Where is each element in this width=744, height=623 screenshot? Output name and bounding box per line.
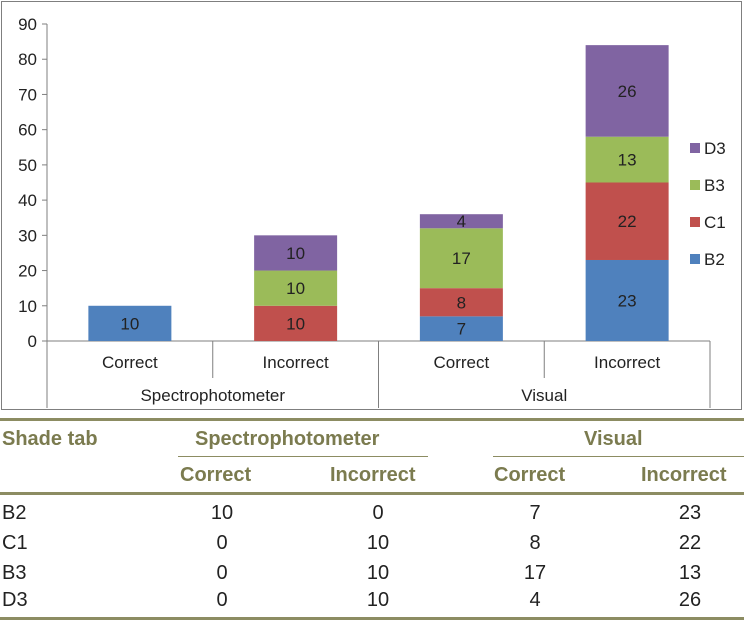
data-label: 10 [286,279,305,298]
data-label: 17 [452,249,471,268]
y-tick-label: 80 [18,50,37,69]
header-shade-tab: Shade tab [2,428,98,450]
legend-swatch-c1 [690,217,700,227]
bar-segment-b2 [585,259,669,341]
bar-segment-c1 [585,182,669,260]
legend-label: B3 [704,176,725,195]
data-label: 4 [457,212,466,231]
row-shade-label: B2 [2,502,27,524]
y-tick-label: 20 [18,262,37,281]
y-tick-label: 90 [18,15,37,34]
data-label: 10 [286,244,305,263]
table-header-rule [0,492,744,495]
y-tick-label: 40 [18,191,37,210]
bar-segment-b3 [419,228,503,289]
header-visual: Visual [584,428,643,450]
table-cell: 0 [372,502,384,524]
legend-swatch-d3 [690,143,700,153]
bar-segment-b3 [585,136,669,183]
legend-swatch-b2 [690,254,700,264]
x-category-label: Incorrect [594,353,660,372]
data-label: 10 [286,314,305,333]
bar-segment-b2 [88,305,172,341]
bar-segment-c1 [254,305,338,341]
y-tick-label: 60 [18,121,37,140]
data-label: 13 [618,151,637,170]
bar-segment-d3 [419,214,503,229]
x-category-label: Incorrect [263,353,329,372]
legend-label: D3 [704,139,726,158]
header-spectrophotometer: Spectrophotometer [195,428,380,450]
y-tick-label: 30 [18,226,37,245]
table-cell: 22 [678,532,702,554]
table-cell: 0 [216,532,228,554]
data-label: 7 [457,320,466,339]
data-label: 10 [120,314,139,333]
bar-segment-d3 [585,45,669,137]
y-tick-label: 0 [28,332,37,351]
visual-group-rule [493,456,744,457]
table-cell: 0 [216,562,228,584]
row-shade-label: D3 [2,589,28,611]
data-label: 8 [457,293,466,312]
spectro-group-rule [178,456,428,457]
data-table: Shade tab Spectrophotometer Visual Corre… [0,418,744,623]
table-cell: 8 [529,532,541,554]
table-cell: 10 [366,562,390,584]
x-group-label: Visual [521,386,567,405]
chart-canvas: 0 10 20 30 40 50 60 70 80 90 Correct Incorrect Corre… [1,1,742,410]
x-category-label: Correct [434,353,490,372]
stacked-bar-chart: 0 10 20 30 40 50 60 70 80 90 Correct Incorrect Corre… [1,1,742,410]
subheader-correct-visual: Correct [494,464,566,486]
y-tick-label: 70 [18,85,37,104]
x-group-label: Spectrophotometer [140,386,285,405]
bar-segment-c1 [419,288,503,317]
bar-segment-d3 [254,235,338,271]
subheader-correct-spectro: Correct [180,464,252,486]
table-cell: 0 [216,589,228,611]
row-shade-label: C1 [2,532,28,554]
bar-segment-b3 [254,270,338,306]
legend-label: C1 [704,213,726,232]
x-category-label: Correct [102,353,158,372]
chart-frame [1,1,742,410]
table-cell: 17 [523,562,547,584]
table-cell: 4 [529,589,541,611]
data-label: 23 [618,291,637,310]
table-cell: 23 [678,502,702,524]
table-cell: 10 [366,532,390,554]
y-tick-label: 50 [18,156,37,175]
subheader-incorrect-visual: Incorrect [641,464,727,486]
table-cell: 13 [678,562,702,584]
data-label: 26 [618,82,637,101]
row-shade-label: B3 [2,562,27,584]
subheader-incorrect-spectro: Incorrect [330,464,416,486]
legend-label: B2 [704,250,725,269]
y-tick-label: 10 [18,297,37,316]
table-top-rule [0,418,744,421]
legend-swatch-b3 [690,180,700,190]
table-bottom-rule [0,617,744,620]
table-cell: 10 [366,589,390,611]
bar-segment-b2 [419,316,503,341]
table-cell: 7 [529,502,541,524]
table-cell: 26 [678,589,702,611]
table-cell: 10 [210,502,234,524]
data-label: 22 [618,212,637,231]
